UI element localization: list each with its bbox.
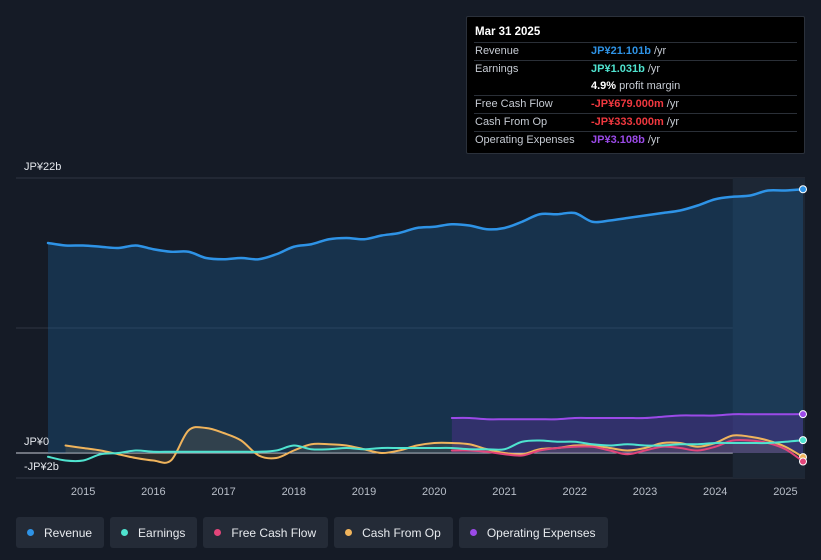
x-axis-ticks: 2015 2016 2017 2018 2019 2020 2021 2022 2023 2024… bbox=[71, 486, 798, 498]
tooltip-unit: /yr bbox=[647, 63, 661, 75]
legend-item-cash-from-op[interactable]: Cash From Op bbox=[334, 517, 453, 548]
tooltip-unit: /yr bbox=[647, 134, 661, 146]
chart-legend: Revenue Earnings Free Cash Flow Cash Fro… bbox=[16, 517, 608, 548]
tooltip-row-profit-margin: 4.9% profit margin bbox=[474, 78, 797, 95]
x-tick-label: 2021 bbox=[492, 486, 516, 498]
financial-chart: 2015 2016 2017 2018 2019 2020 2021 2022 2023 2024… bbox=[16, 161, 807, 498]
x-tick-label: 2023 bbox=[633, 486, 657, 498]
legend-label: Cash From Op bbox=[362, 525, 441, 540]
x-tick-label: 2022 bbox=[563, 486, 587, 498]
free-cash-flow-line bbox=[450, 438, 804, 463]
tooltip-date: Mar 31 2025 bbox=[475, 26, 541, 38]
legend-item-revenue[interactable]: Revenue bbox=[16, 517, 105, 548]
earnings-endpoint-marker bbox=[799, 436, 807, 445]
forecast-highlight-band bbox=[732, 178, 805, 478]
tooltip-label bbox=[474, 78, 591, 95]
y-axis-top-label: JP¥22b bbox=[24, 161, 61, 173]
gridlines bbox=[16, 177, 805, 479]
legend-item-free-cash-flow[interactable]: Free Cash Flow bbox=[203, 517, 329, 548]
tooltip-label: Free Cash Flow bbox=[475, 98, 553, 110]
legend-item-operating-expenses[interactable]: Operating Expenses bbox=[458, 517, 608, 548]
tooltip-row-earnings: Earnings JP¥1.031b /yr bbox=[474, 60, 797, 78]
cash-from-op-area bbox=[65, 427, 804, 463]
tooltip-label: Operating Expenses bbox=[475, 134, 575, 146]
free-cash-flow-endpoint-marker bbox=[799, 457, 807, 466]
tooltip-value: JP¥21.101b bbox=[591, 45, 651, 57]
legend-label: Free Cash Flow bbox=[231, 525, 317, 540]
data-tooltip: Mar 31 2025 Revenue JP¥21.101b /yr Earni… bbox=[466, 16, 805, 154]
legend-dot-icon bbox=[27, 529, 34, 536]
tooltip-value: JP¥3.108b bbox=[591, 134, 645, 146]
revenue-line bbox=[46, 188, 805, 261]
tooltip-row-cash-from-op: Cash From Op -JP¥333.000m /yr bbox=[474, 113, 797, 131]
tooltip-value: 4.9% bbox=[591, 80, 617, 92]
tooltip-row-revenue: Revenue JP¥21.101b /yr bbox=[474, 42, 797, 60]
revenue-area bbox=[48, 189, 803, 453]
legend-label: Earnings bbox=[138, 525, 186, 540]
earnings-line bbox=[47, 439, 804, 463]
x-tick-label: 2020 bbox=[422, 486, 446, 498]
tooltip-unit: /yr bbox=[666, 98, 680, 110]
legend-dot-icon bbox=[121, 529, 129, 536]
legend-dot-icon bbox=[469, 529, 477, 536]
tooltip-label: Cash From Op bbox=[475, 116, 548, 128]
legend-dot-icon bbox=[345, 529, 353, 536]
tooltip-unit: /yr bbox=[666, 116, 680, 128]
y-axis-bottom-label: -JP¥2b bbox=[24, 461, 59, 473]
tooltip-value: -JP¥679.000m bbox=[591, 98, 664, 110]
tooltip-label: Earnings bbox=[475, 63, 519, 75]
x-tick-label: 2024 bbox=[703, 486, 727, 498]
operating-expenses-line bbox=[450, 413, 804, 421]
x-tick-label: 2018 bbox=[282, 486, 306, 498]
tooltip-unit: profit margin bbox=[619, 80, 681, 92]
cash-from-op-line bbox=[64, 426, 804, 464]
x-tick-label: 2015 bbox=[71, 486, 95, 498]
tooltip-row-free-cash-flow: Free Cash Flow -JP¥679.000m /yr bbox=[474, 95, 797, 113]
tooltip-value: JP¥1.031b bbox=[591, 63, 645, 75]
legend-item-earnings[interactable]: Earnings bbox=[110, 517, 198, 548]
tooltip-row-operating-expenses: Operating Expenses JP¥3.108b /yr bbox=[474, 131, 797, 149]
revenue-endpoint-marker bbox=[799, 185, 807, 194]
legend-label: Operating Expenses bbox=[486, 525, 596, 540]
tooltip-unit: /yr bbox=[653, 45, 667, 57]
legend-label: Revenue bbox=[44, 525, 93, 540]
operating-expenses-endpoint-marker bbox=[799, 410, 807, 419]
tooltip-value: -JP¥333.000m bbox=[591, 116, 664, 128]
legend-dot-icon bbox=[214, 529, 222, 536]
x-tick-label: 2016 bbox=[141, 486, 165, 498]
x-tick-label: 2025 bbox=[773, 486, 797, 498]
x-tick-label: 2019 bbox=[352, 486, 376, 498]
series-layer bbox=[46, 178, 807, 478]
tooltip-label: Revenue bbox=[475, 45, 520, 57]
y-axis-zero-label: JP¥0 bbox=[24, 436, 49, 448]
x-tick-label: 2017 bbox=[211, 486, 235, 498]
